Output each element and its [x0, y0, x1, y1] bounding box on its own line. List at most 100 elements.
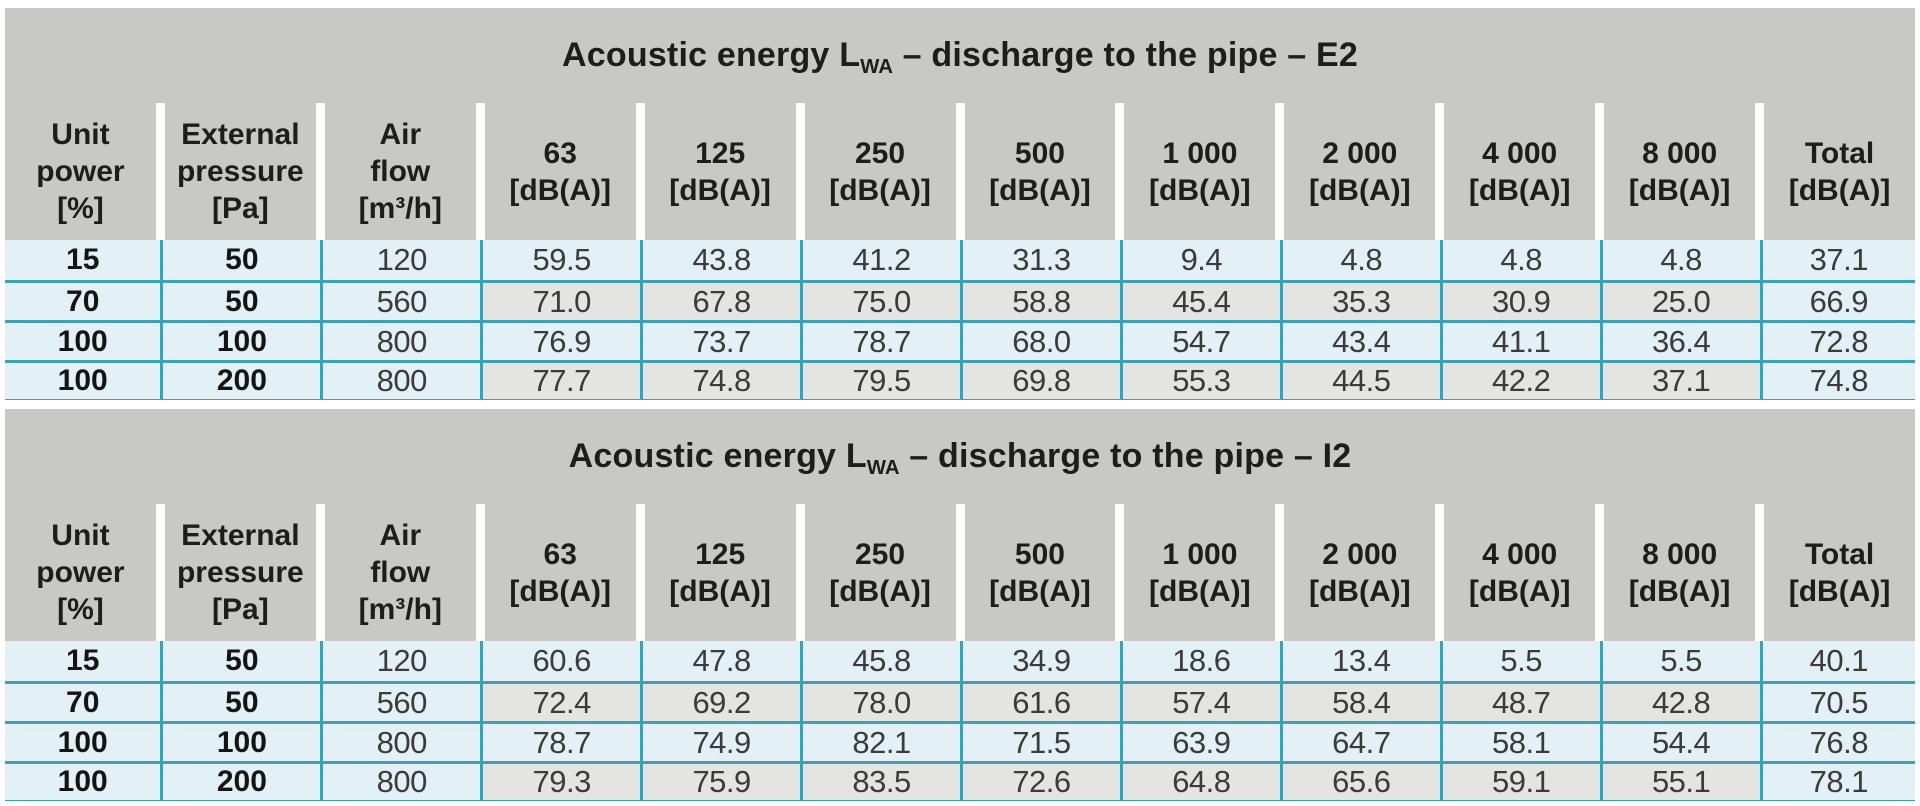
table-row: 70 50 560 71.0 67.8 75.0 58.8 45.4 35.3 30.9 25.0 6… [5, 280, 1915, 320]
header-cell-freq-2000: 2 000 [dB(A)] [1284, 504, 1436, 641]
table-header-row: Unit power [%] External pressure [Pa] Air flow [… [5, 504, 1915, 641]
cell-air-flow: 800 [320, 764, 481, 800]
header-label-line: [dB(A)] [989, 173, 1091, 207]
cell-unit-power: 100 [5, 363, 161, 399]
header-label-line: power [36, 556, 125, 589]
cell-total: 76.8 [1759, 724, 1915, 761]
cell-external-pressure: 50 [160, 240, 321, 280]
header-label-line: External [181, 118, 300, 151]
cell-freq-125: 73.7 [640, 323, 801, 360]
cell-freq-1000: 54.7 [1119, 323, 1280, 360]
cell-freq-8000: 37.1 [1599, 363, 1760, 399]
header-cell-freq-8000: 8 000 [dB(A)] [1604, 103, 1756, 240]
header-cell-unit-power: Unit power [%] [5, 504, 156, 641]
cell-freq-500: 58.8 [960, 283, 1120, 320]
cell-freq-125: 74.8 [640, 363, 801, 399]
header-label-line: [dB(A)] [1468, 173, 1571, 207]
cell-freq-1000: 57.4 [1119, 684, 1280, 721]
cell-freq-4000: 42.2 [1439, 363, 1600, 399]
cell-external-pressure: 100 [160, 724, 321, 761]
cell-freq-63: 72.4 [480, 684, 641, 721]
header-label-line: [dB(A)] [669, 574, 771, 608]
header-label-line: 125 [695, 537, 746, 571]
header-cell-freq-1000: 1 000 [dB(A)] [1124, 504, 1276, 641]
cell-freq-250: 78.7 [800, 323, 960, 360]
cell-freq-4000: 48.7 [1439, 684, 1600, 721]
table-title-text-rest: – discharge to the pipe – E2 [893, 36, 1358, 74]
cell-freq-2000: 13.4 [1279, 641, 1440, 681]
table-title-text: Acoustic energy L [568, 437, 867, 475]
cell-freq-125: 69.2 [640, 684, 801, 721]
header-label-line: 500 [1014, 136, 1065, 170]
header-cell-freq-500: 500 [dB(A)] [964, 103, 1116, 240]
header-label-line: Total [1804, 537, 1875, 571]
table-title-subscript: WA [860, 55, 894, 78]
table-row: 100 100 800 78.7 74.9 82.1 71.5 63.9 64.7 58.1 54.… [5, 721, 1915, 761]
cell-freq-500: 34.9 [960, 641, 1120, 681]
cell-freq-250: 82.1 [800, 724, 960, 761]
cell-total: 70.5 [1759, 684, 1915, 721]
cell-freq-250: 41.2 [800, 240, 960, 280]
header-label-line: flow [370, 155, 431, 188]
cell-air-flow: 800 [320, 724, 481, 761]
header-cell-total: Total [dB(A)] [1764, 103, 1915, 240]
header-label-line: [dB(A)] [1308, 173, 1411, 207]
header-cell-freq-4000: 4 000 [dB(A)] [1444, 103, 1596, 240]
header-label-line: [%] [57, 593, 104, 626]
cell-freq-8000: 5.5 [1599, 641, 1760, 681]
cell-air-flow: 560 [320, 684, 481, 721]
header-label-line: Air [379, 118, 422, 151]
header-label-line: 500 [1014, 537, 1065, 571]
cell-freq-4000: 30.9 [1439, 283, 1600, 320]
header-cell-unit-power: Unit power [%] [5, 103, 156, 240]
cell-freq-1000: 64.8 [1119, 764, 1280, 800]
header-label-line: [dB(A)] [669, 173, 771, 207]
cell-unit-power: 15 [5, 240, 161, 280]
table-row: 70 50 560 72.4 69.2 78.0 61.6 57.4 58.4 48.7 42.8 7… [5, 681, 1915, 721]
cell-total: 66.9 [1759, 283, 1915, 320]
header-label-line: 1 000 [1162, 537, 1238, 571]
cell-external-pressure: 50 [160, 684, 321, 721]
header-cell-freq-125: 125 [dB(A)] [644, 103, 796, 240]
cell-freq-500: 71.5 [960, 724, 1120, 761]
header-label-line: Unit [51, 519, 110, 552]
header-label-line: [dB(A)] [1468, 574, 1571, 608]
header-label-line: 125 [695, 136, 746, 170]
cell-freq-8000: 36.4 [1599, 323, 1760, 360]
table-title-subscript: WA [866, 456, 900, 479]
header-label-line: [dB(A)] [509, 173, 612, 207]
cell-external-pressure: 200 [160, 764, 321, 800]
header-cell-freq-125: 125 [dB(A)] [644, 504, 796, 641]
header-cell-freq-4000: 4 000 [dB(A)] [1444, 504, 1596, 641]
header-cell-freq-2000: 2 000 [dB(A)] [1284, 103, 1436, 240]
table-row: 15 50 120 59.5 43.8 41.2 31.3 9.4 4.8 4.8 4.8 37.1 [5, 240, 1915, 280]
cell-unit-power: 70 [5, 684, 161, 721]
header-label-line: 4 000 [1482, 136, 1558, 170]
header-label-line: [Pa] [212, 593, 269, 626]
cell-freq-500: 61.6 [960, 684, 1120, 721]
cell-freq-2000: 64.7 [1279, 724, 1440, 761]
header-label-line: 63 [543, 537, 577, 571]
cell-external-pressure: 50 [160, 283, 321, 320]
cell-freq-4000: 58.1 [1439, 724, 1600, 761]
cell-external-pressure: 200 [160, 363, 321, 399]
header-label-line: 250 [855, 537, 906, 571]
cell-freq-1000: 45.4 [1119, 283, 1280, 320]
header-label-line: Total [1804, 136, 1875, 170]
header-cell-freq-1000: 1 000 [dB(A)] [1124, 103, 1276, 240]
cell-freq-63: 59.5 [480, 240, 641, 280]
table-title: Acoustic energy LWA – discharge to the p… [568, 437, 1352, 479]
header-label-line: [m³/h] [358, 192, 442, 225]
cell-freq-125: 43.8 [640, 240, 801, 280]
header-label-line: flow [370, 556, 431, 589]
header-label-line: [dB(A)] [1149, 574, 1251, 608]
acoustic-table-I2: Acoustic energy LWA – discharge to the p… [5, 409, 1915, 801]
cell-freq-8000: 25.0 [1599, 283, 1760, 320]
header-label-line: [dB(A)] [1628, 173, 1731, 207]
header-label-line: [dB(A)] [829, 574, 931, 608]
table-row: 100 100 800 76.9 73.7 78.7 68.0 54.7 43.4 41.1 36.… [5, 320, 1915, 360]
header-cell-total: Total [dB(A)] [1764, 504, 1915, 641]
cell-freq-8000: 42.8 [1599, 684, 1760, 721]
header-label-line: 4 000 [1482, 537, 1558, 571]
header-label-line: [dB(A)] [1149, 173, 1251, 207]
